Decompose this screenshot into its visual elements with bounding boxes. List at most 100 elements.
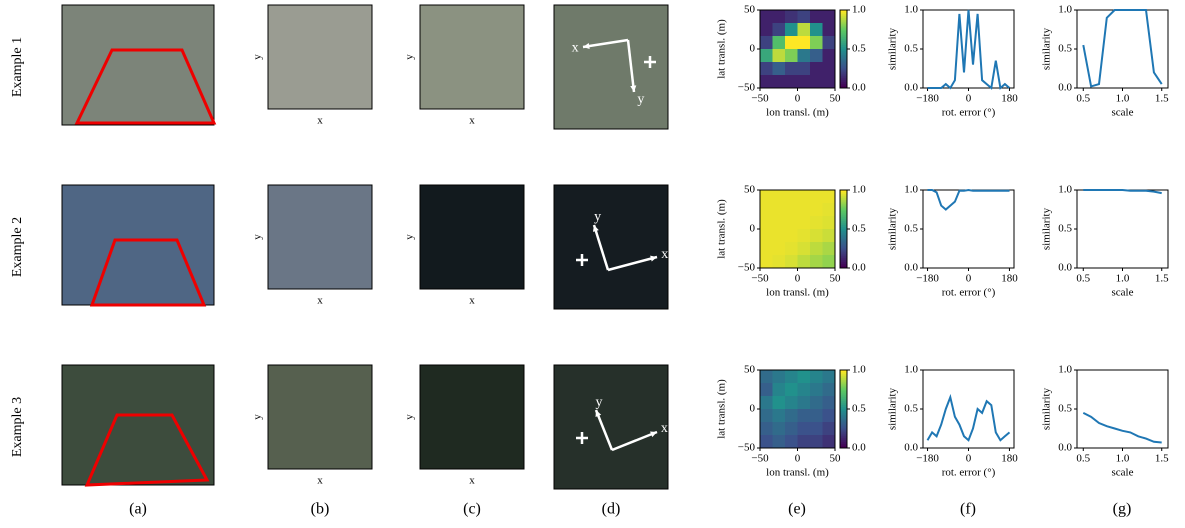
colorbar-segment: [840, 442, 847, 445]
heatmap-cell: [785, 75, 798, 89]
colorbar-tick-label: 1.0: [852, 4, 866, 16]
colorbar-segment: [840, 240, 847, 244]
y-tick-label: 1.0: [1058, 184, 1072, 196]
heatmap-cell: [822, 383, 836, 397]
colorbar-segment: [840, 371, 847, 375]
image: [419, 184, 525, 290]
y-axis-label: lat transl. (m): [716, 19, 728, 79]
arrow-head: [630, 85, 637, 92]
colorbar-segment: [840, 52, 847, 56]
heatmap-cell: [797, 409, 811, 423]
satellite-image: [553, 364, 669, 490]
heatmap-cell: [760, 396, 773, 410]
colorbar-segment: [840, 416, 847, 420]
colorbar-segment: [840, 17, 847, 21]
arrow-head: [595, 410, 602, 417]
colorbar-segment: [840, 211, 847, 214]
heatmap-cell: [810, 10, 823, 24]
arrow-head: [650, 431, 657, 438]
colorbar-segment: [840, 234, 847, 238]
y-tick-label: 0.0: [904, 262, 918, 274]
axes-frame: [1076, 369, 1169, 449]
colorbar-segment: [840, 223, 847, 226]
image-x-label: x: [317, 295, 323, 307]
colorbar-segment: [840, 217, 847, 220]
colorbar-segment: [840, 191, 847, 195]
heatmap-cell: [797, 75, 811, 89]
axes-frame: [1076, 9, 1169, 89]
heatmap-cell: [822, 216, 836, 230]
image: [419, 4, 525, 110]
arrow-head: [650, 255, 657, 262]
colorbar-segment: [840, 266, 847, 269]
y-axis-label: lat transl. (m): [716, 379, 728, 439]
axis-arrow: [582, 38, 629, 49]
x-tick-label: 1.5: [1155, 453, 1169, 465]
colorbar-segment: [840, 193, 847, 197]
colorbar-segment: [840, 21, 847, 25]
heatmap-cell: [772, 383, 786, 397]
colorbar-segment: [840, 66, 847, 69]
heatmap-cell: [797, 383, 811, 397]
colorbar-segment: [840, 424, 847, 428]
heatmap-cell: [797, 36, 811, 50]
colorbar-segment: [840, 246, 847, 249]
x-tick-label: 180: [1001, 93, 1018, 105]
colorbar-segment: [840, 74, 847, 77]
colorbar-segment: [840, 370, 847, 373]
colorbar-tick-label: 0.0: [852, 442, 866, 454]
colorbar-segment: [840, 264, 847, 267]
heatmap-cell: [772, 23, 786, 37]
similarity-line: [927, 9, 1011, 90]
arrow-label: y: [637, 92, 644, 107]
x-tick-label: −50: [751, 93, 769, 105]
heatmap-cell: [785, 396, 798, 410]
colorbar-segment: [840, 436, 847, 439]
colorbar-segment: [840, 80, 847, 83]
colorbar-tick-label: 0.5: [852, 43, 866, 55]
colorbar-segment: [840, 387, 847, 390]
heatmap-cell: [785, 370, 798, 384]
heatmap-cell: [810, 229, 823, 243]
colorbar-segment: [840, 395, 847, 398]
image-x-label: x: [469, 475, 475, 487]
heatmap-cell: [785, 62, 798, 76]
x-axis-label: rot. error (°): [942, 107, 996, 119]
similarity-line: [1082, 412, 1162, 444]
heatmap-cell: [810, 75, 823, 89]
x-tick-label: 0: [966, 273, 972, 285]
y-axis-label: similarity: [887, 27, 899, 70]
image-y-label: y: [404, 414, 416, 420]
y-tick-label: 0.0: [1058, 442, 1072, 454]
colorbar-segment: [840, 375, 847, 379]
colorbar-segment: [840, 373, 847, 377]
drone-image: [61, 184, 215, 306]
y-tick-label: 0: [750, 223, 756, 235]
heatmap-cell: [810, 216, 823, 230]
heatmap-cell: [772, 203, 786, 217]
heatmap-cell: [822, 75, 836, 89]
y-tick-label: 0.5: [1058, 403, 1072, 415]
colorbar-segment: [840, 420, 847, 424]
arrow-head: [592, 225, 599, 232]
x-tick-label: 50: [830, 453, 842, 465]
colorbar-segment: [840, 54, 847, 58]
colorbar-tick-label: 0.5: [852, 223, 866, 235]
image: [419, 364, 525, 470]
heatmap-cell: [760, 203, 773, 217]
row-label: Example 2: [10, 217, 25, 277]
heatmap-cell: [822, 23, 836, 37]
colorbar-segment: [840, 78, 847, 81]
satellite-image: [553, 184, 669, 310]
heatmap-cell: [797, 10, 811, 24]
heatmap-cell: [760, 23, 773, 37]
axes-frame: [922, 189, 1015, 269]
y-axis-label: similarity: [887, 387, 899, 430]
colorbar-segment: [840, 256, 847, 259]
heatmap-cell: [797, 62, 811, 76]
colorbar-segment: [840, 405, 847, 408]
colorbar-segment: [840, 250, 847, 253]
heatmap-cell: [785, 422, 798, 436]
colorbar-segment: [840, 219, 847, 222]
colorbar-segment: [840, 203, 847, 207]
